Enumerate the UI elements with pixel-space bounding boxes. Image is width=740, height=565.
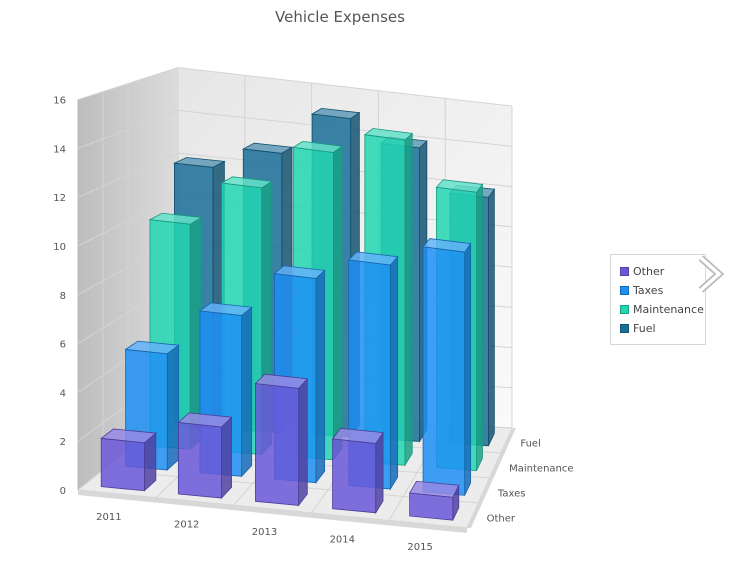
bar-maintenance-2015-top [435, 179, 484, 193]
bar-other-2014-side [375, 431, 384, 515]
bar-other-2011-top [100, 428, 157, 444]
bar-maintenance-2011-top [148, 212, 203, 225]
x-tick-label: 2011 [96, 512, 121, 523]
chevron-right-icon[interactable] [696, 254, 726, 294]
x-tick-label: 2014 [330, 535, 355, 546]
bar-fuel-2011-top [172, 157, 226, 168]
bar-taxes-2011-top [124, 340, 180, 355]
y-tick-label: 16 [53, 96, 66, 107]
bar-taxes-2014-side [389, 255, 399, 491]
y-tick-label: 14 [53, 144, 66, 155]
y-tick-label: 2 [60, 437, 66, 448]
legend-label: Fuel [633, 322, 656, 335]
bar-other-2013-front [255, 383, 300, 506]
bar-other-2012-top [177, 412, 233, 428]
legend-item-taxes[interactable]: Taxes [620, 281, 705, 300]
bar-taxes-2012-side [241, 306, 253, 478]
gridline-back-wall [177, 67, 513, 107]
legend-swatch-taxes [620, 286, 629, 295]
bar-taxes-2015-side [464, 242, 472, 496]
bar-other-2013-top [254, 373, 309, 389]
legend: Other Taxes Maintenance Fuel [610, 254, 706, 345]
bar-other-2013-side [298, 377, 308, 507]
x-tick-label: 2015 [407, 542, 432, 553]
bar-maintenance-2014-side [404, 132, 413, 467]
y-tick-label: 10 [53, 242, 66, 253]
legend-swatch-fuel [620, 324, 629, 333]
legend-label: Maintenance [633, 303, 704, 316]
bar-maintenance-2012-top [220, 176, 273, 189]
bar-maintenance-2015-side [476, 183, 483, 471]
x-tick-label: 2012 [174, 519, 199, 530]
legend-swatch-other [620, 267, 629, 276]
chart-title: Vehicle Expenses [275, 8, 405, 26]
legend-item-fuel[interactable]: Fuel [620, 319, 705, 338]
bar-fuel-2015-side [488, 187, 495, 446]
bar-taxes-2014-top [347, 251, 399, 266]
bar-taxes-2012-top [198, 302, 253, 316]
z-tick-label: Maintenance [509, 464, 573, 475]
y-tick-label: 0 [60, 486, 66, 497]
bar-other-2015-top [409, 480, 460, 498]
bar-other-2014-top [331, 427, 384, 444]
bar-taxes-2015-front [422, 246, 466, 496]
bar-taxes-2011-side [166, 344, 180, 471]
bar-other-2015-front [409, 492, 454, 521]
legend-item-maintenance[interactable]: Maintenance [620, 300, 705, 319]
bar-fuel-2012-top [241, 142, 294, 154]
bar-other-2012-front [177, 421, 222, 499]
bar-other-2014-front [332, 438, 377, 514]
legend-label: Taxes [633, 284, 664, 297]
y-tick-label: 8 [60, 291, 66, 302]
bar-taxes-2013-side [315, 269, 326, 484]
x-tick-label: 2013 [252, 527, 277, 538]
bar-taxes-2015-top [422, 238, 472, 253]
y-tick-label: 6 [60, 340, 66, 351]
legend-item-other[interactable]: Other [620, 262, 705, 281]
floor-right-edge [467, 428, 516, 528]
legend-swatch-maintenance [620, 305, 629, 314]
z-tick-label: Fuel [520, 439, 540, 450]
bar-maintenance-2013-top [292, 140, 344, 153]
bar-maintenance-2013-side [332, 145, 343, 462]
y-tick-label: 12 [53, 193, 66, 204]
z-tick-label: Other [487, 514, 516, 525]
bar-other-2012-side [221, 416, 232, 500]
z-tick-label: Taxes [497, 489, 526, 500]
bar-maintenance-2014-top [363, 128, 414, 141]
bar-other-2011-front [100, 437, 145, 492]
bar-fuel-2013-top [310, 107, 361, 120]
floor-front-edge [78, 490, 467, 533]
legend-label: Other [633, 265, 665, 278]
bar-taxes-2013-top [273, 265, 326, 279]
y-tick-label: 4 [60, 388, 66, 399]
